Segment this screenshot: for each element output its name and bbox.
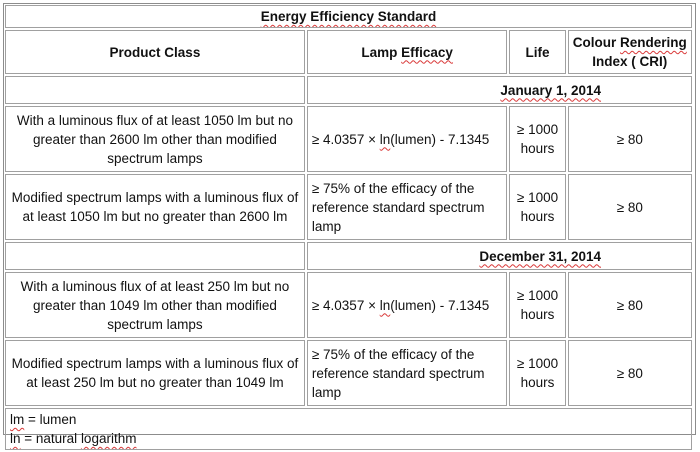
product-class-cell: With a luminous flux of at least 250 lm … bbox=[5, 272, 305, 338]
energy-efficiency-table: Energy Efficiency Standard Product Class… bbox=[3, 3, 694, 452]
footnote-lm: lm = lumen bbox=[10, 412, 76, 427]
life-value: ≥ 1000 bbox=[516, 288, 559, 303]
header-lamp-efficacy-word: Efficacy bbox=[401, 44, 453, 60]
life-value: ≥ 1000 bbox=[516, 190, 559, 205]
life-cell: ≥ 1000 hours bbox=[509, 272, 566, 338]
header-product-class: Product Class bbox=[5, 30, 305, 74]
life-unit: hours bbox=[520, 307, 555, 322]
product-class-cell: Modified spectrum lamps with a luminous … bbox=[5, 340, 305, 406]
life-unit: hours bbox=[520, 141, 555, 156]
footnote-ln: ln = natural logarithm bbox=[10, 431, 136, 446]
lamp-efficacy-cell: ≥ 4.0357 × ln(lumen) - 7.1345 bbox=[306, 272, 508, 338]
life-unit: hours bbox=[520, 209, 555, 224]
header-row: Product Class Lamp Efficacy Life Colour … bbox=[5, 30, 692, 74]
header-cri-index: Index ( CRI) bbox=[592, 54, 668, 69]
section-date-text: January 1, 2014 bbox=[500, 82, 601, 98]
efficacy-formula-prefix: ≥ 4.0357 × bbox=[311, 297, 380, 313]
life-unit: hours bbox=[520, 375, 555, 390]
product-class-cell: Modified spectrum lamps with a luminous … bbox=[5, 174, 305, 240]
header-lamp-efficacy-prefix: Lamp bbox=[361, 44, 402, 60]
footnote-ln-logarithm: logarithm bbox=[80, 431, 137, 446]
table-row: With a luminous flux of at least 1050 lm… bbox=[5, 106, 692, 172]
header-cri-rendering: Rendering bbox=[620, 35, 687, 50]
life-value: ≥ 1000 bbox=[516, 122, 559, 137]
table-frame bbox=[3, 3, 696, 435]
section-date-blank-cell bbox=[5, 76, 305, 104]
efficacy-formula-suffix: (lumen) - 7.1345 bbox=[390, 131, 490, 147]
section-date: December 31, 2014 bbox=[306, 242, 692, 270]
footnotes: lm = lumen ln = natural logarithm bbox=[5, 408, 692, 450]
footnote-ln-abbr: ln bbox=[10, 431, 21, 446]
table-title: Energy Efficiency Standard bbox=[5, 5, 692, 28]
lamp-efficacy-cell: ≥ 75% of the efficacy of the reference s… bbox=[306, 174, 508, 240]
header-cri: Colour Rendering Index ( CRI) bbox=[567, 30, 692, 74]
efficacy-formula-prefix: ≥ 4.0357 × bbox=[311, 131, 380, 147]
efficacy-formula-ln: ln bbox=[379, 297, 391, 313]
footnote-lm-definition: = lumen bbox=[24, 412, 77, 427]
cri-cell: ≥ 80 bbox=[567, 340, 692, 406]
life-cell: ≥ 1000 hours bbox=[509, 340, 566, 406]
efficacy-formula-ln: ln bbox=[379, 131, 391, 147]
efficacy-formula-suffix: (lumen) - 7.1345 bbox=[390, 297, 490, 313]
header-lamp-efficacy: Lamp Efficacy bbox=[306, 30, 508, 74]
table-row: Modified spectrum lamps with a luminous … bbox=[5, 340, 692, 406]
section-date: January 1, 2014 bbox=[306, 76, 692, 104]
header-life: Life bbox=[509, 30, 566, 74]
life-cell: ≥ 1000 hours bbox=[509, 174, 566, 240]
title-row: Energy Efficiency Standard bbox=[5, 5, 692, 28]
section-date-text: December 31, 2014 bbox=[479, 248, 601, 264]
cri-cell: ≥ 80 bbox=[567, 106, 692, 172]
table-row: With a luminous flux of at least 250 lm … bbox=[5, 272, 692, 338]
header-cri-colour: Colour bbox=[572, 35, 621, 50]
footnote-row: lm = lumen ln = natural logarithm bbox=[5, 408, 692, 450]
section-date-blank-cell bbox=[5, 242, 305, 270]
product-class-cell: With a luminous flux of at least 1050 lm… bbox=[5, 106, 305, 172]
footnote-lm-abbr: lm bbox=[10, 412, 25, 427]
table-row: Modified spectrum lamps with a luminous … bbox=[5, 174, 692, 240]
lamp-efficacy-cell: ≥ 75% of the efficacy of the reference s… bbox=[306, 340, 508, 406]
table-title-text: Energy Efficiency Standard bbox=[260, 9, 437, 24]
life-value: ≥ 1000 bbox=[516, 356, 559, 371]
footnote-ln-definition: = natural bbox=[20, 431, 81, 446]
cri-cell: ≥ 80 bbox=[567, 272, 692, 338]
lamp-efficacy-cell: ≥ 4.0357 × ln(lumen) - 7.1345 bbox=[306, 106, 508, 172]
cri-cell: ≥ 80 bbox=[567, 174, 692, 240]
life-cell: ≥ 1000 hours bbox=[509, 106, 566, 172]
section-date-row: January 1, 2014 bbox=[5, 76, 692, 104]
section-date-row: December 31, 2014 bbox=[5, 242, 692, 270]
